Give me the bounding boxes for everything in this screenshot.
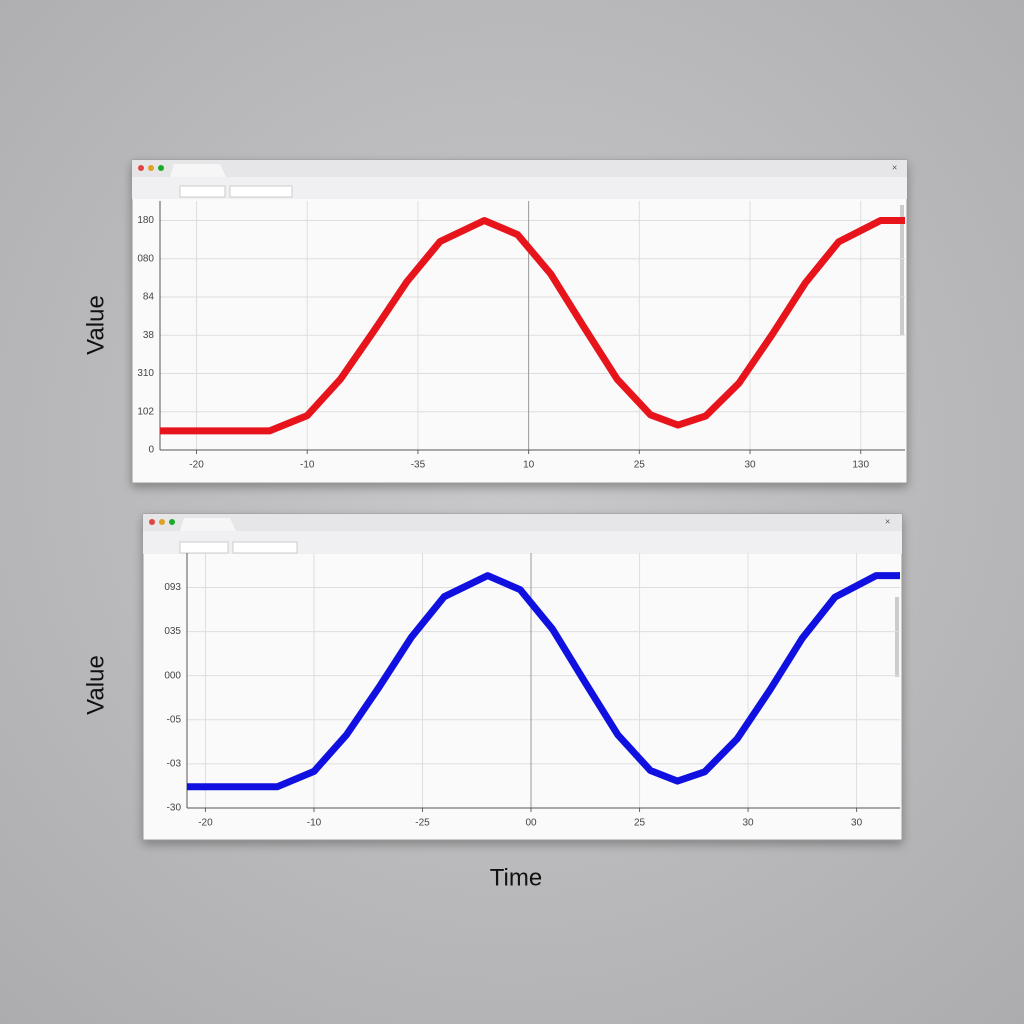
close-window[interactable]: × <box>892 162 897 172</box>
browser-window: × <box>142 513 903 841</box>
scrollbar[interactable] <box>895 597 899 677</box>
y-axis-label: Value <box>82 295 109 355</box>
y-tick-label: 080 <box>137 253 154 264</box>
close-window[interactable]: × <box>885 516 890 526</box>
x-tick-label: 10 <box>523 460 535 471</box>
nav-buttons[interactable] <box>179 541 229 554</box>
y-tick-label: -30 <box>167 803 182 814</box>
maximize-button[interactable] <box>169 519 175 525</box>
title-bar <box>132 160 907 177</box>
x-tick-label: -25 <box>415 818 430 829</box>
maximize-button[interactable] <box>158 165 164 171</box>
y-tick-label: 093 <box>164 582 181 593</box>
tab[interactable] <box>180 518 236 531</box>
x-tick-label: -20 <box>189 460 204 471</box>
x-tick-label: -10 <box>307 818 322 829</box>
y-tick-label: 84 <box>143 292 155 303</box>
line <box>160 217 905 435</box>
x-tick-label: 30 <box>851 818 863 829</box>
window-frame <box>142 513 903 841</box>
title-bar <box>143 514 902 531</box>
x-tick-label: 25 <box>634 818 646 829</box>
x-tick-label: 130 <box>852 460 869 471</box>
browser-window: × <box>131 159 908 484</box>
x-tick-label: -20 <box>198 818 213 829</box>
y-tick-label: 000 <box>164 670 181 681</box>
x-tick-label: 30 <box>743 818 755 829</box>
y-tick-label: -03 <box>167 759 182 770</box>
x-axis-label: Time <box>490 864 542 891</box>
address-bar[interactable] <box>229 185 293 198</box>
address-bar[interactable] <box>232 541 298 554</box>
y-tick-label: -05 <box>167 714 182 725</box>
tab[interactable] <box>170 164 226 177</box>
y-tick-label: 38 <box>143 330 155 341</box>
y-tick-label: 180 <box>137 215 154 226</box>
x-tick-label: 30 <box>744 460 756 471</box>
x-tick-label: -10 <box>300 460 315 471</box>
toolbar <box>143 531 902 554</box>
x-tick-label: 25 <box>634 460 646 471</box>
minimize-button[interactable] <box>148 165 154 171</box>
x-tick-label: -35 <box>411 460 426 471</box>
x-tick-label: 00 <box>525 818 537 829</box>
line <box>187 572 900 791</box>
minimize-button[interactable] <box>159 519 165 525</box>
y-tick-label: 035 <box>164 626 181 637</box>
y-tick-label: 102 <box>137 406 154 417</box>
scrollbar[interactable] <box>900 205 904 335</box>
y-tick-label: 310 <box>137 368 154 379</box>
close-button[interactable] <box>149 519 155 525</box>
window-frame <box>131 159 908 484</box>
y-axis-label: Value <box>82 655 109 715</box>
close-button[interactable] <box>138 165 144 171</box>
toolbar <box>132 177 907 199</box>
plots: 0 102 310 38 84 080 180 -20 -10 -35 10 25 30 130 Value… <box>82 201 905 891</box>
nav-buttons[interactable] <box>179 185 226 198</box>
y-tick-label: 0 <box>148 445 154 456</box>
